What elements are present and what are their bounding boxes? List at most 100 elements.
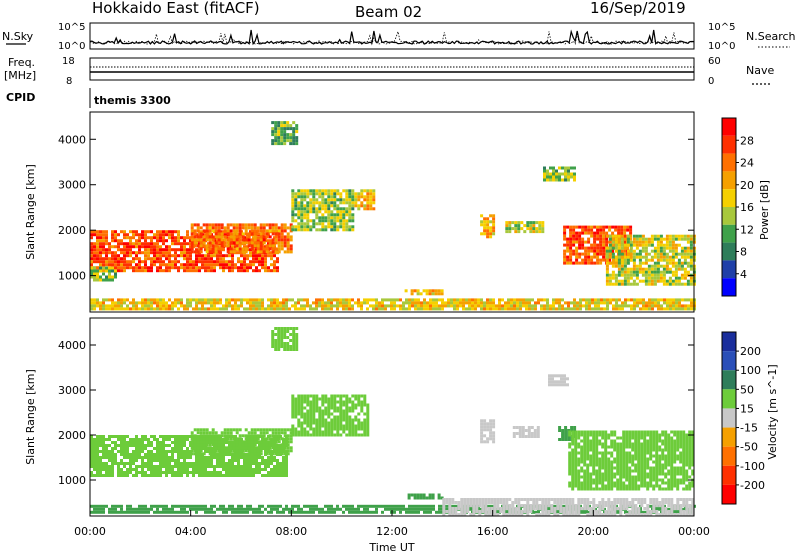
scatter-cell xyxy=(237,307,240,311)
scatter-cell xyxy=(598,481,602,485)
scatter-cell xyxy=(671,252,675,256)
scatter-cell xyxy=(369,304,372,308)
scatter-cell xyxy=(324,216,328,220)
scatter-cell xyxy=(144,462,147,465)
scatter-cell xyxy=(631,460,635,464)
scatter-cell xyxy=(255,471,258,474)
scatter-cell xyxy=(147,269,150,273)
scatter-cell xyxy=(593,237,597,241)
scatter-cell xyxy=(357,421,361,425)
scatter-cell xyxy=(247,449,251,453)
scatter-cell xyxy=(657,301,660,305)
scatter-cell xyxy=(297,409,301,413)
scatter-cell xyxy=(117,465,120,468)
scatter-cell xyxy=(198,468,201,471)
scatter-cell xyxy=(222,438,225,441)
scatter-cell xyxy=(597,304,600,308)
scatter-cell xyxy=(357,195,361,199)
scatter-cell xyxy=(483,422,487,426)
scatter-cell xyxy=(277,142,281,146)
scatter-cell xyxy=(635,237,639,241)
scatter-cell xyxy=(295,342,299,345)
scatter-cell xyxy=(607,484,611,488)
scatter-cell xyxy=(650,237,654,241)
scatter-cell xyxy=(132,269,135,273)
scatter-cell xyxy=(512,435,516,438)
scatter-cell xyxy=(623,267,627,271)
scatter-cell xyxy=(441,307,444,311)
scatter-cell xyxy=(306,415,310,419)
scatter-cell xyxy=(610,445,614,449)
scatter-cell xyxy=(265,452,269,456)
scatter-cell xyxy=(271,238,275,242)
scatter-cell xyxy=(595,475,599,479)
scatter-cell xyxy=(202,244,206,248)
scatter-cell xyxy=(667,484,671,488)
scatter-cell xyxy=(620,240,624,244)
scatter-cell xyxy=(120,304,123,308)
scatter-cell xyxy=(492,425,496,429)
scatter-cell xyxy=(321,192,325,196)
scatter-cell xyxy=(198,301,201,305)
scatter-cell xyxy=(626,258,630,262)
scatter-cell xyxy=(593,261,597,265)
scatter-cell xyxy=(628,457,632,461)
scatter-cell xyxy=(105,447,108,450)
scatter-cell xyxy=(117,301,120,305)
scatter-cell xyxy=(253,235,257,239)
scatter-cell xyxy=(105,298,108,302)
scatter-cell xyxy=(201,307,204,311)
scatter-cell xyxy=(646,487,650,491)
scatter-cell xyxy=(289,226,293,230)
scatter-cell xyxy=(517,224,521,228)
scatter-cell xyxy=(217,452,221,456)
scatter-cell xyxy=(605,255,609,259)
scatter-cell xyxy=(575,234,579,238)
scatter-cell xyxy=(342,424,346,428)
scatter-cell xyxy=(234,263,237,267)
scatter-cell xyxy=(228,263,231,267)
scatter-cell xyxy=(141,447,144,450)
colorbar-segment xyxy=(722,189,736,207)
scatter-cell xyxy=(342,412,346,416)
scatter-cell xyxy=(327,219,331,223)
scatter-cell xyxy=(333,406,337,410)
scatter-cell xyxy=(330,307,333,311)
scatter-cell xyxy=(327,424,331,428)
scatter-cell xyxy=(573,298,576,302)
scatter-cell xyxy=(384,307,387,311)
scatter-cell xyxy=(177,260,180,264)
scatter-cell xyxy=(199,452,203,456)
scatter-cell xyxy=(303,430,307,434)
scatter-cell xyxy=(581,240,585,244)
scatter-cell xyxy=(180,263,183,267)
scatter-cell xyxy=(270,301,273,305)
scatter-cell xyxy=(267,465,270,468)
scatter-cell xyxy=(662,279,666,283)
scatter-cell xyxy=(177,450,180,453)
scatter-cell xyxy=(138,471,141,474)
scatter-cell xyxy=(138,263,141,267)
scatter-cell xyxy=(193,244,197,248)
scatter-cell xyxy=(265,247,269,251)
scatter-cell xyxy=(234,468,237,471)
scatter-cell xyxy=(584,240,588,244)
scatter-cell xyxy=(462,304,465,308)
scatter-cell xyxy=(226,229,230,233)
scatter-cell xyxy=(294,307,297,311)
scatter-cell xyxy=(330,418,334,422)
scatter-cell xyxy=(327,412,331,416)
scatter-cell xyxy=(655,475,659,479)
scatter-cell xyxy=(619,460,623,464)
scatter-cell xyxy=(114,269,117,273)
scatter-cell xyxy=(643,484,647,488)
scatter-cell xyxy=(144,236,147,240)
scatter-cell xyxy=(123,453,126,456)
scatter-cell xyxy=(259,443,263,447)
scatter-cell xyxy=(274,452,278,456)
scatter-cell xyxy=(665,258,669,262)
scatter-cell xyxy=(671,249,675,253)
scatter-cell xyxy=(180,468,183,471)
scatter-cell xyxy=(162,236,165,240)
scatter-cell xyxy=(168,468,171,471)
